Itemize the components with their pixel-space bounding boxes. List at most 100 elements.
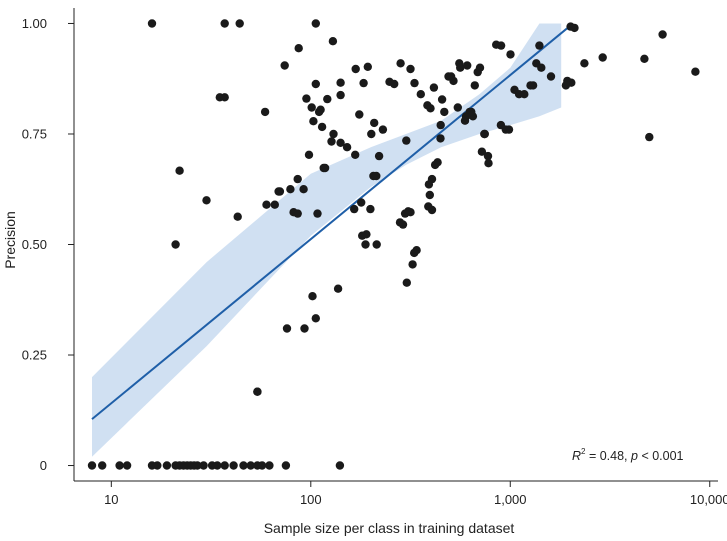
data-point bbox=[319, 163, 328, 173]
data-point bbox=[645, 132, 654, 142]
data-point bbox=[470, 81, 479, 90]
data-point bbox=[427, 174, 437, 184]
data-point bbox=[323, 94, 332, 104]
data-point bbox=[350, 204, 359, 214]
data-point bbox=[239, 461, 248, 470]
data-point bbox=[480, 129, 489, 139]
regression-line bbox=[91, 24, 571, 420]
data-point bbox=[253, 387, 262, 396]
data-point bbox=[535, 41, 544, 50]
data-point bbox=[436, 120, 445, 130]
data-point bbox=[514, 90, 524, 99]
data-point bbox=[426, 104, 435, 113]
data-point bbox=[265, 461, 274, 470]
data-point bbox=[235, 19, 244, 28]
r-squared-symbol: R bbox=[572, 449, 581, 463]
data-point bbox=[408, 260, 417, 269]
data-point bbox=[336, 138, 345, 147]
x-axis-title: Sample size per class in training datase… bbox=[264, 520, 515, 536]
data-point bbox=[122, 461, 132, 470]
x-tick-label: 10,000 bbox=[690, 492, 727, 507]
data-point bbox=[430, 160, 440, 170]
data-point bbox=[453, 103, 462, 112]
data-point bbox=[410, 78, 419, 88]
data-point bbox=[229, 461, 238, 470]
data-point bbox=[390, 79, 399, 89]
r-squared-exponent: 2 bbox=[581, 447, 586, 456]
data-point bbox=[289, 208, 298, 217]
data-point bbox=[327, 137, 336, 146]
data-point bbox=[286, 185, 295, 194]
data-point bbox=[440, 107, 449, 117]
data-point bbox=[429, 83, 439, 92]
y-tick-label: 0.50 bbox=[22, 237, 47, 252]
data-point bbox=[98, 461, 107, 470]
data-point bbox=[484, 159, 493, 168]
data-point bbox=[336, 78, 345, 87]
x-tick-label: 100 bbox=[300, 492, 322, 507]
data-point bbox=[313, 209, 322, 218]
data-point bbox=[282, 324, 292, 333]
data-point bbox=[506, 50, 515, 59]
data-points-layer bbox=[87, 19, 700, 470]
data-point bbox=[402, 136, 411, 145]
data-point bbox=[658, 30, 667, 39]
data-point bbox=[220, 461, 229, 470]
data-point bbox=[311, 314, 320, 323]
data-point bbox=[374, 151, 384, 161]
data-point bbox=[302, 94, 311, 103]
data-point bbox=[153, 461, 162, 470]
p-symbol: p bbox=[630, 449, 638, 463]
confidence-band bbox=[92, 23, 562, 457]
data-point bbox=[359, 78, 368, 88]
data-point bbox=[311, 79, 320, 89]
data-point bbox=[357, 198, 366, 207]
data-point bbox=[171, 240, 180, 249]
data-point bbox=[281, 461, 291, 470]
data-point bbox=[363, 62, 372, 71]
data-point bbox=[311, 19, 320, 28]
data-point bbox=[691, 67, 700, 76]
data-point bbox=[300, 324, 309, 333]
data-point bbox=[372, 240, 381, 249]
data-point bbox=[455, 59, 464, 68]
data-point bbox=[640, 54, 649, 63]
data-point bbox=[246, 461, 255, 470]
data-point bbox=[580, 59, 589, 68]
data-point bbox=[546, 72, 556, 81]
data-point bbox=[87, 461, 97, 470]
data-point bbox=[477, 147, 487, 156]
data-point bbox=[213, 461, 222, 470]
data-point bbox=[396, 59, 405, 68]
data-point bbox=[367, 129, 376, 139]
data-point bbox=[115, 461, 124, 470]
data-point bbox=[366, 204, 375, 214]
data-point bbox=[483, 151, 493, 161]
data-point bbox=[372, 171, 381, 181]
data-point bbox=[437, 95, 447, 104]
data-point bbox=[260, 107, 270, 117]
data-point bbox=[355, 110, 364, 119]
data-point bbox=[463, 61, 472, 70]
confidence-band-layer bbox=[92, 23, 562, 457]
data-point bbox=[358, 231, 367, 240]
data-point bbox=[304, 150, 314, 159]
x-tick-label: 10 bbox=[104, 492, 118, 507]
data-point bbox=[361, 240, 370, 249]
data-point bbox=[317, 122, 327, 132]
data-point bbox=[308, 292, 317, 301]
data-point bbox=[400, 209, 410, 218]
data-point bbox=[427, 205, 437, 215]
data-point bbox=[314, 107, 324, 117]
r-squared-value: = 0.48, bbox=[585, 449, 631, 463]
regression-annotation: R2 = 0.48, p < 0.001 bbox=[572, 447, 684, 463]
data-point bbox=[193, 461, 202, 470]
data-point bbox=[446, 72, 456, 81]
p-value: < 0.001 bbox=[638, 449, 684, 463]
regression-line-layer bbox=[91, 24, 571, 420]
data-point bbox=[561, 81, 571, 90]
data-point bbox=[202, 196, 211, 205]
data-point bbox=[333, 284, 343, 293]
data-point bbox=[342, 143, 352, 152]
